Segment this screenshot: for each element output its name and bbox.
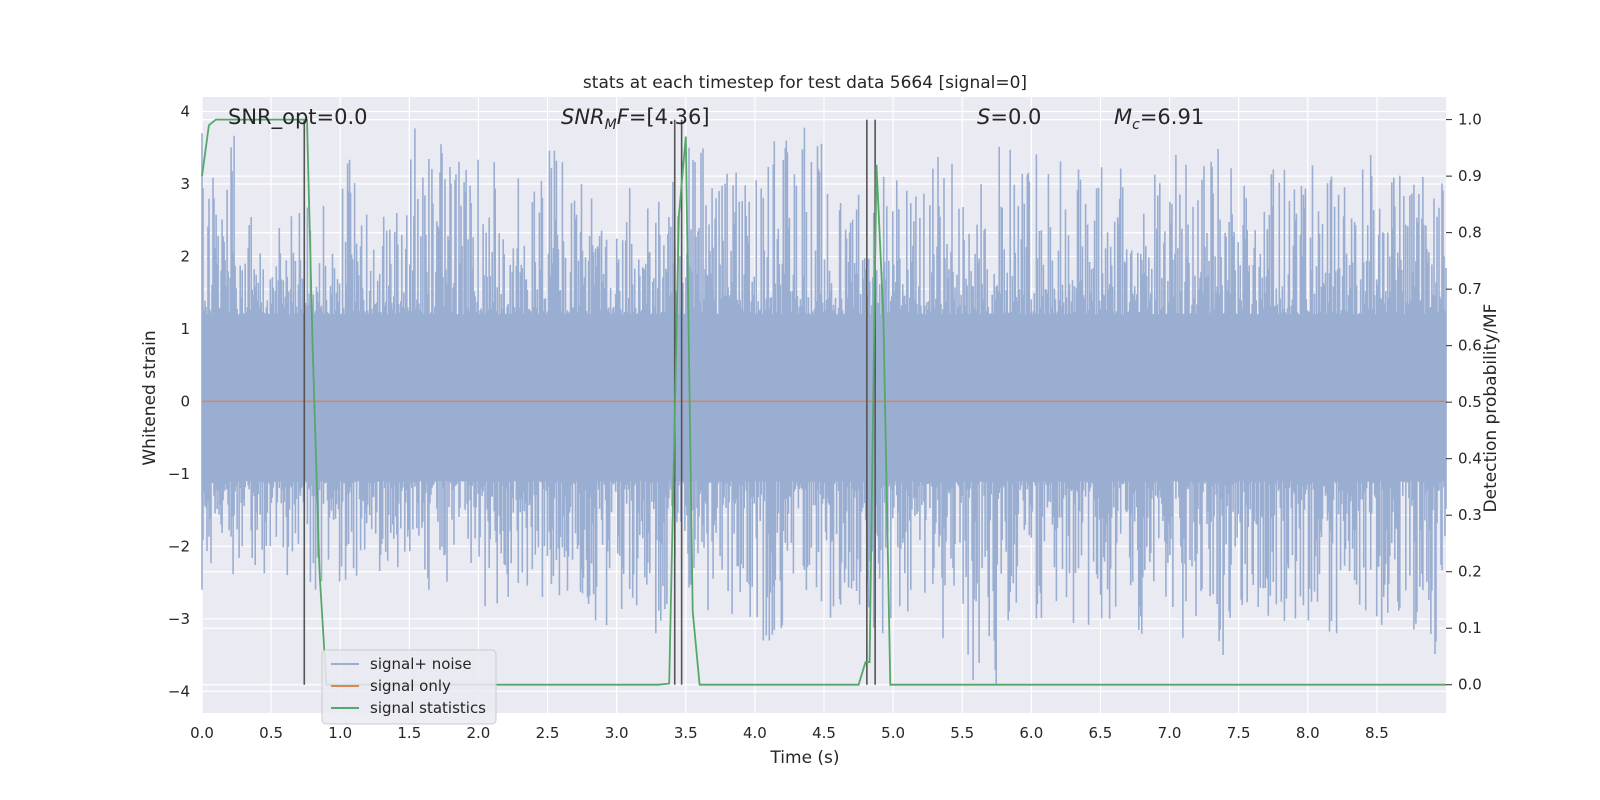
y-tick-label: 4: [180, 102, 190, 120]
y-tick-label: −4: [168, 682, 190, 700]
x-tick-label: 0.5: [259, 724, 283, 742]
y-tick-label: 2: [180, 247, 190, 265]
x-axis-ticks: 0.0 0.5 1.0 1.5 2.0 2.5 3.0 3.5 4.0 4.5 5.0 5.5 6.0 6…: [190, 724, 1389, 742]
annotation-mc-main: M: [1114, 105, 1132, 129]
y2-tick-label: 0.9: [1458, 167, 1482, 185]
y-axis-ticks: −4 −3 −2 −1 0 1 2 3 4: [168, 102, 190, 700]
x-tick-label: 4.5: [812, 724, 836, 742]
y2-tick-label: 0.3: [1458, 506, 1482, 524]
annotation-mc-value: =6.91: [1140, 105, 1204, 129]
y-tick-label: −2: [168, 537, 190, 555]
y2-tick-label: 0.6: [1458, 337, 1482, 355]
y-axis-label: Whitened strain: [140, 330, 160, 465]
annotation-s-value: =0.0: [990, 105, 1041, 129]
y2-tick-label: 0.0: [1458, 676, 1482, 694]
y2-axis-label: Detection probability/MF: [1481, 304, 1501, 513]
y2-tick-label: 0.4: [1458, 450, 1482, 468]
annotation-snr-opt: SNR_opt=0.0: [228, 105, 368, 130]
x-tick-label: 5.0: [881, 724, 905, 742]
legend-label-signal-only: signal only: [370, 677, 451, 695]
annotation-mc: Mc=6.91: [1114, 105, 1204, 133]
signal-noise-core: [202, 314, 1446, 482]
legend-label-signal-noise: signal+ noise: [370, 655, 472, 673]
x-tick-label: 4.0: [743, 724, 767, 742]
y2-tick-label: 0.2: [1458, 563, 1482, 581]
y2-tick-label: 0.8: [1458, 224, 1482, 242]
y-tick-label: −1: [168, 465, 190, 483]
annotation-s-label: S: [977, 105, 990, 129]
y2-tick-label: 0.5: [1458, 393, 1482, 411]
annotation-snr-mf: SNRMF=[4.36]: [561, 105, 710, 133]
annotation-mc-sub: c: [1132, 117, 1140, 133]
annotation-snr-mf-tail: F: [617, 105, 630, 129]
x-tick-label: 5.5: [950, 724, 974, 742]
chart-title: stats at each timestep for test data 566…: [583, 73, 1027, 93]
annotation-s: S=0.0: [977, 105, 1041, 129]
x-tick-label: 6.5: [1089, 724, 1113, 742]
x-tick-label: 0.0: [190, 724, 214, 742]
annotation-snr-mf-sub: M: [605, 117, 617, 133]
x-tick-label: 1.0: [328, 724, 352, 742]
y2-tick-label: 0.7: [1458, 280, 1482, 298]
legend-label-signal-statistics: signal statistics: [370, 699, 486, 717]
x-tick-label: 7.0: [1158, 724, 1182, 742]
x-axis-label: Time (s): [769, 748, 839, 768]
series-signal-statistics: [201, 118, 1446, 686]
annotation-snr-mf-value: =[4.36]: [629, 105, 710, 129]
x-tick-label: 8.0: [1296, 724, 1320, 742]
y-tick-label: 0: [180, 392, 190, 410]
x-tick-label: 7.5: [1227, 724, 1251, 742]
legend-box: [321, 649, 497, 725]
x-tick-label: 1.5: [397, 724, 421, 742]
signal-statistics-line: [201, 118, 1446, 686]
x-tick-label: 2.0: [467, 724, 491, 742]
x-tick-label: 8.5: [1365, 724, 1389, 742]
y2-tick-label: 1.0: [1458, 111, 1482, 129]
y-tick-label: 1: [180, 320, 190, 338]
x-tick-label: 2.5: [536, 724, 560, 742]
x-tick-label: 3.5: [674, 724, 698, 742]
x-tick-label: 6.0: [1019, 724, 1043, 742]
y2-axis-ticks: 0.0 0.1 0.2 0.3 0.4 0.5 0.6 0.7 0.8 0.9 1.0: [1446, 111, 1482, 694]
annotation-snr-mf-main: SNR: [561, 105, 605, 129]
y2-tick-label: 0.1: [1458, 619, 1482, 637]
x-tick-label: 3.0: [605, 724, 629, 742]
y-tick-label: −3: [168, 610, 190, 628]
y-tick-label: 3: [180, 175, 190, 193]
series-signal-noise: [201, 127, 1447, 684]
legend: signal+ noise signal only signal statist…: [321, 649, 497, 725]
